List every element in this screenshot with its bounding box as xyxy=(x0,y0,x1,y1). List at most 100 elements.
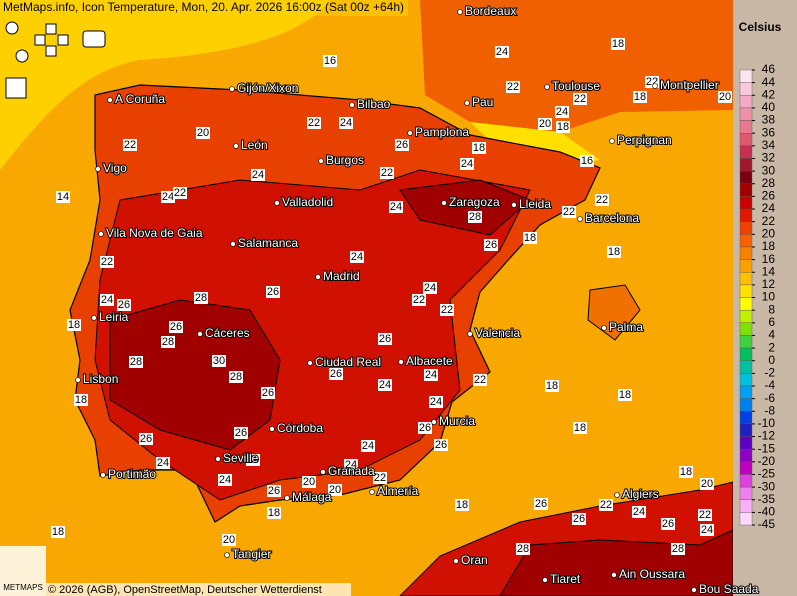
city-dot xyxy=(215,456,221,462)
contour-label-box xyxy=(556,121,570,133)
contour-label: 24 xyxy=(252,169,264,181)
contour-label-box xyxy=(599,499,613,511)
city-label: Oran xyxy=(461,553,488,567)
contour-label: 22 xyxy=(474,374,486,386)
contour-label-box xyxy=(251,169,265,181)
city-dot xyxy=(652,83,658,89)
legend-tick-label: 32 xyxy=(762,151,776,165)
contour-label-box xyxy=(246,454,260,466)
legend-tick-label: -25 xyxy=(758,467,776,481)
city-label: Vila Nova de Gaia xyxy=(106,226,203,240)
contour-label: 22 xyxy=(596,194,608,206)
contour-label-box xyxy=(323,55,337,67)
legend-tick-label: 10 xyxy=(762,290,776,304)
contour-label-box xyxy=(194,292,208,304)
legend-swatch xyxy=(739,259,753,273)
legend-swatch xyxy=(739,145,753,159)
contour-label: 24 xyxy=(633,506,645,518)
contour-label: 18 xyxy=(75,394,87,406)
legend-swatch xyxy=(739,512,753,526)
contour-label: 22 xyxy=(174,187,186,199)
contour-label-box xyxy=(538,118,552,130)
contour-label: 18 xyxy=(473,142,485,154)
legend-tick-label: 4 xyxy=(768,328,775,342)
contour-label-box xyxy=(611,38,625,50)
contour-label-box xyxy=(572,513,586,525)
contour-label: 30 xyxy=(213,355,225,367)
contour-label-box xyxy=(74,394,88,406)
city-dot xyxy=(269,426,275,432)
contour-label-box xyxy=(169,321,183,333)
city-label: Perpignan xyxy=(617,133,672,147)
city-label: Burgos xyxy=(326,153,364,167)
contour-label-box xyxy=(573,422,587,434)
contour-label-box xyxy=(267,485,281,497)
contour-label: 24 xyxy=(701,524,713,536)
city-dot xyxy=(453,558,459,564)
city-dot xyxy=(230,241,236,247)
legend-swatch xyxy=(739,170,753,184)
legend-tick-label: 26 xyxy=(762,189,776,203)
contour-label-box xyxy=(661,518,675,530)
pan-right[interactable] xyxy=(57,34,69,46)
contour-label-box xyxy=(468,211,482,223)
city-dot xyxy=(441,200,447,206)
legend-tick-label: -35 xyxy=(758,492,776,506)
legend-swatch xyxy=(739,158,753,172)
camera[interactable] xyxy=(82,30,106,48)
zoom-out[interactable] xyxy=(15,49,29,63)
legend-title: Celsius xyxy=(739,20,782,34)
city-dot xyxy=(609,138,615,144)
legend-tick-label: 12 xyxy=(762,277,776,291)
zoom-in[interactable] xyxy=(5,21,19,35)
contour-label-box xyxy=(671,543,685,555)
contour-label: 22 xyxy=(441,304,453,316)
city-dot xyxy=(542,577,548,583)
legend-tick-label: 22 xyxy=(762,214,776,228)
contour-label: 24 xyxy=(362,440,374,452)
city-dot xyxy=(369,489,375,495)
contour-label: 26 xyxy=(396,139,408,151)
city-dot xyxy=(100,472,106,478)
contour-label-box xyxy=(218,474,232,486)
city-dot xyxy=(318,158,324,164)
legend-tick-label: -8 xyxy=(764,403,775,417)
contour-label: 26 xyxy=(419,422,431,434)
contour-label-box xyxy=(378,379,392,391)
contour-label-box xyxy=(679,466,693,478)
legend-tick-label: 20 xyxy=(762,226,776,240)
legend-swatch xyxy=(739,196,753,210)
city-label: Zaragoza xyxy=(449,195,500,209)
legend-swatch xyxy=(739,499,753,513)
legend-tick-label: -6 xyxy=(764,391,775,405)
pan-left[interactable] xyxy=(34,34,46,46)
contour-label-box xyxy=(440,304,454,316)
contour-label-box xyxy=(328,484,342,496)
pan-down[interactable] xyxy=(45,45,57,57)
contour-label-box xyxy=(67,319,81,331)
contour-label: 18 xyxy=(574,422,586,434)
contour-label: 26 xyxy=(267,286,279,298)
fullscreen[interactable] xyxy=(5,77,27,99)
contour-label: 24 xyxy=(461,158,473,170)
city-label: Málaga xyxy=(292,490,332,504)
contour-label: 20 xyxy=(303,476,315,488)
city-label: Granada xyxy=(328,464,375,478)
legend-tick-label: 14 xyxy=(762,264,776,278)
contour-label: 22 xyxy=(124,139,136,151)
contour-label-box xyxy=(595,194,609,206)
legend-tick-label: 42 xyxy=(762,87,776,101)
contour-label-box xyxy=(424,369,438,381)
legend-swatch xyxy=(739,272,753,286)
pan-up[interactable] xyxy=(45,23,57,35)
contour-label: 16 xyxy=(324,55,336,67)
contour-label: 26 xyxy=(379,333,391,345)
city-dot xyxy=(224,552,230,558)
contour-label: 14 xyxy=(57,191,69,203)
contour-label-box xyxy=(455,499,469,511)
contour-label-box xyxy=(434,439,448,451)
contour-label-box xyxy=(378,333,392,345)
legend-swatch xyxy=(739,335,753,349)
contour-label-box xyxy=(267,507,281,519)
contour-label: 24 xyxy=(219,474,231,486)
